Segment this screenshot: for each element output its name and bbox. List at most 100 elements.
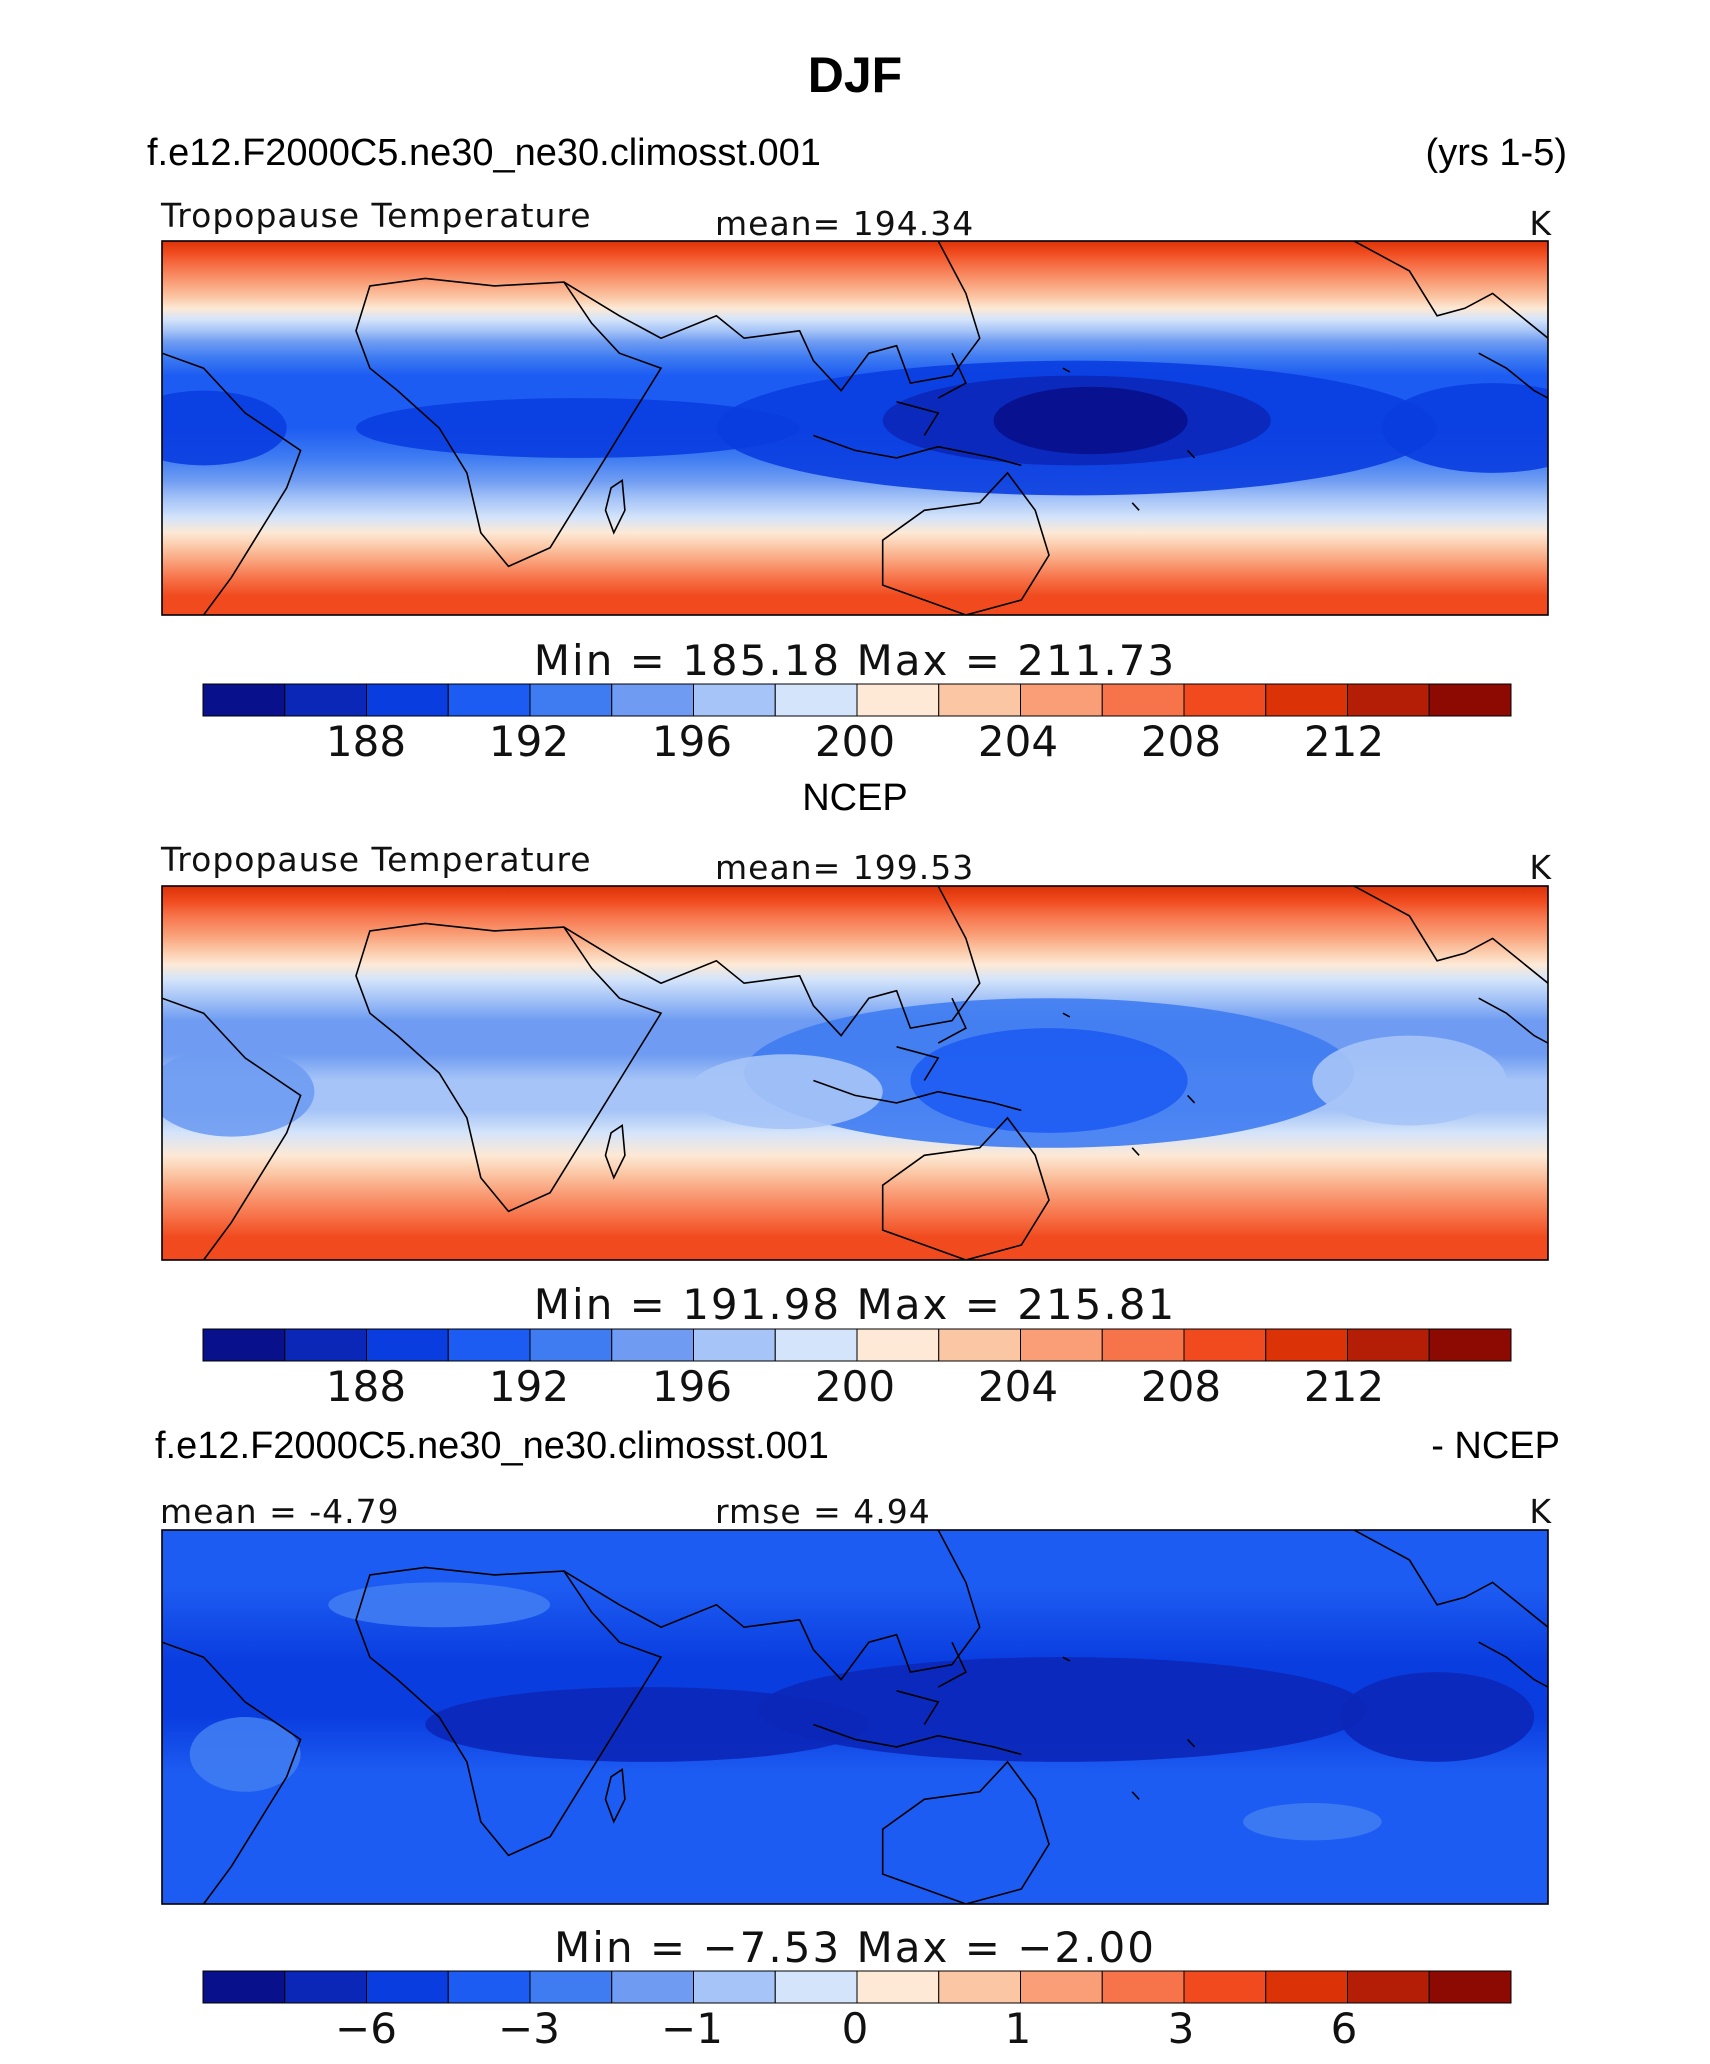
coastline (813, 434, 1022, 467)
panel1-contour-region (993, 386, 1188, 455)
panel2-colorbar-box (1020, 1328, 1103, 1362)
panel1-colorbar-box (774, 683, 858, 717)
panel3-colorbar-box (1020, 1970, 1103, 2004)
panel3-mean-label: mean = -4.79 (160, 1492, 400, 1531)
panel2-colorbar-box (1265, 1328, 1348, 1362)
panel3-colorbar-box (856, 1970, 940, 2004)
panel3-frame (161, 1529, 1549, 1905)
coastline (604, 1767, 626, 1824)
panel3-contour-region (425, 1687, 869, 1762)
coastline (937, 1641, 967, 1688)
panel1-colorbar-box (1428, 683, 1512, 717)
panel2-colorbar-tick: 212 (1303, 1362, 1385, 1411)
panel3-units-label: K (1529, 1492, 1552, 1531)
panel3-colorbar-box (529, 1970, 613, 2004)
panel1-colorbar-box (611, 683, 694, 717)
panel2-colorbar-box (1101, 1328, 1185, 1362)
coastline (162, 1641, 302, 1904)
coastline (1478, 997, 1548, 1044)
panel3-colorbar (202, 1970, 1512, 2004)
panel3-colorbar-box (366, 1970, 449, 2004)
panel2-colorbar-box (611, 1328, 694, 1362)
panel2-colorbar (202, 1328, 1512, 1362)
panel1-colorbar-tick: 192 (488, 717, 570, 766)
panel3-colorbar-box (284, 1970, 367, 2004)
panel2-mean-label: mean= 199.53 (715, 848, 975, 887)
panel1-colorbar (202, 683, 1512, 717)
panel3-colorbar-box (1265, 1970, 1348, 2004)
panel2-colorbar-tick: 192 (488, 1362, 570, 1411)
panel1-colorbar-box (447, 683, 531, 717)
panel2-min-max-label: Min = 191.98 Max = 215.81 (533, 1280, 1177, 1329)
panel3-colorbar-tick: −6 (335, 2004, 397, 2053)
panel2-colorbar-box (1183, 1328, 1267, 1362)
panel2-contour-region (1312, 1035, 1507, 1126)
panel1-years-label: (yrs 1-5) (1425, 132, 1567, 174)
panel1-coastlines (162, 241, 1548, 615)
panel1-colorbar-box (693, 683, 776, 717)
coastline (937, 352, 967, 399)
coastline (896, 401, 940, 436)
panel2-colorbar-tick: 196 (651, 1362, 733, 1411)
panel2-contour-region (162, 1046, 315, 1137)
panel2-map (161, 885, 1549, 1261)
panel1-contour-region (1381, 383, 1548, 473)
coastline (162, 352, 302, 615)
panel3-colorbar-box (611, 1970, 694, 2004)
panel1-colorbar-tick: 208 (1140, 717, 1222, 766)
panel1-colorbar-box (284, 683, 367, 717)
panel3-colorbar-tick: −1 (661, 2004, 723, 2053)
panel1-contour-region (162, 390, 287, 466)
panel3-colorbar-tick: 3 (1167, 2004, 1195, 2053)
coastline (563, 241, 981, 392)
coastline (604, 478, 626, 535)
panel3-colorbar-tick: 6 (1330, 2004, 1358, 2053)
panel2-colorbar-tick: 188 (325, 1362, 407, 1411)
panel3-colorbar-tick: 0 (841, 2004, 869, 2053)
panel3-contour-region (577, 1847, 1133, 1886)
panel2-colorbar-tick: 200 (814, 1362, 896, 1411)
coastline (813, 1079, 1022, 1112)
panel2-colorbar-box (856, 1328, 940, 1362)
coastline (896, 1690, 940, 1725)
panel1-colorbar-box (1265, 683, 1348, 717)
panel3-contour-region (1340, 1672, 1535, 1762)
panel2-colorbar-tick: 208 (1140, 1362, 1222, 1411)
panel1-colorbar-box (202, 683, 286, 717)
panel3-coastlines (162, 1530, 1548, 1904)
panel2-contour-region (688, 1054, 883, 1130)
coastline (881, 1116, 1050, 1260)
panel1-colorbar-tick: 200 (814, 717, 896, 766)
panel2-units-label: K (1529, 848, 1552, 887)
panel1-colorbar-box (529, 683, 613, 717)
panel2-colorbar-box (938, 1328, 1021, 1362)
panel3-min-max-label: Min = −7.53 Max = −2.00 (554, 1923, 1156, 1972)
coastline (162, 997, 302, 1260)
panel1-colorbar-box (1101, 683, 1185, 717)
coastline (881, 471, 1050, 615)
panel3-colorbar-box (1428, 1970, 1512, 2004)
panel3-colorbar-box (1101, 1970, 1185, 2004)
panel2-colorbar-box (774, 1328, 858, 1362)
panel3-colorbar-box (202, 1970, 286, 2004)
coastline (1353, 241, 1548, 339)
coastline (1478, 1641, 1548, 1688)
panel3-contour-region (328, 1582, 551, 1628)
panel2-frame (161, 885, 1549, 1261)
panel1-colorbar-tick: 204 (977, 717, 1059, 766)
coastline (1062, 367, 1071, 373)
panel2-colorbar-box (529, 1328, 613, 1362)
coastline (1187, 1738, 1196, 1748)
panel3-rmse-label: rmse = 4.94 (715, 1492, 931, 1531)
panel3-contour-region (189, 1717, 301, 1792)
panel3-contour-region (1243, 1803, 1382, 1841)
panel2-colorbar-tick: 204 (977, 1362, 1059, 1411)
panel3-diff-label: - NCEP (1431, 1425, 1560, 1467)
panel2-case-label: NCEP (802, 777, 908, 819)
coastline (937, 997, 967, 1044)
coastline (563, 1530, 981, 1681)
coastline (813, 1723, 1022, 1756)
coastline (1131, 1147, 1140, 1156)
panel1-case-label: f.e12.F2000C5.ne30_ne30.climosst.001 (147, 132, 821, 174)
